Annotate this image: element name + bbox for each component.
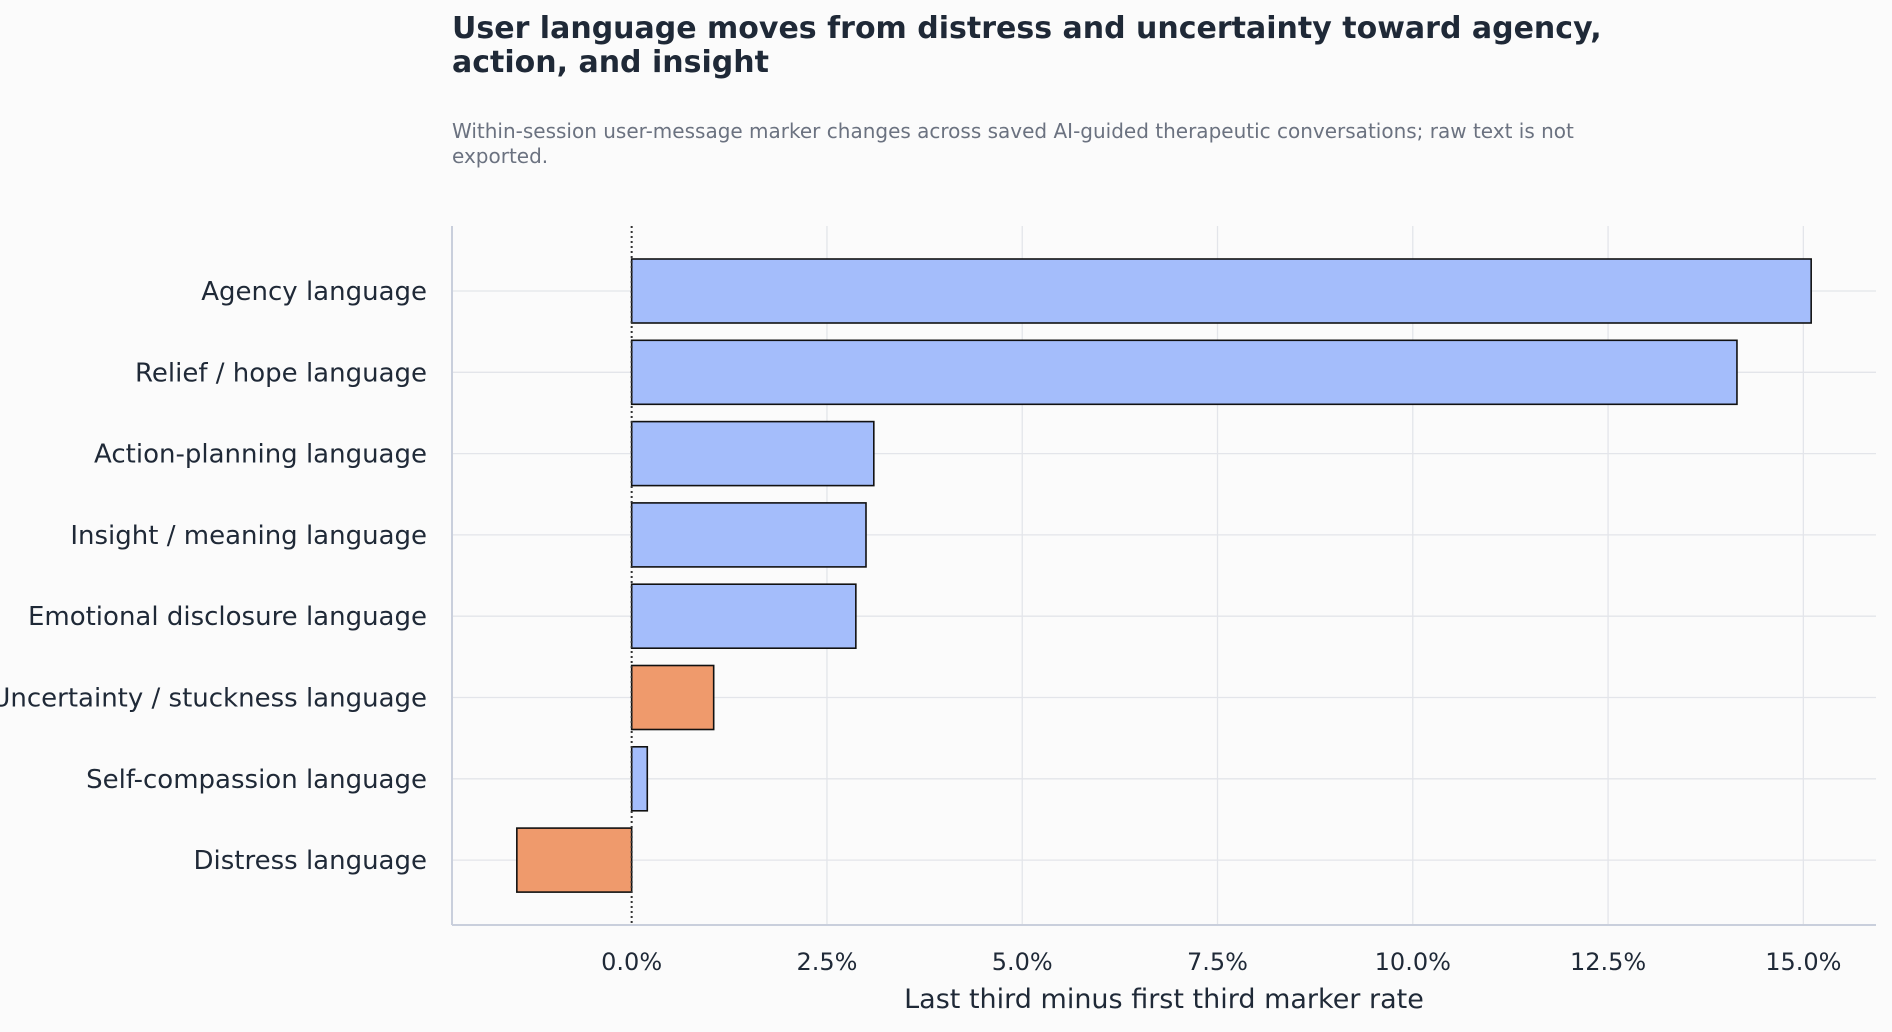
bar bbox=[630, 745, 649, 812]
x-tick-label: 0.0% bbox=[601, 948, 662, 976]
category-label: Agency language bbox=[201, 277, 427, 307]
category-label: Distress language bbox=[193, 846, 427, 876]
chart-subtitle: Within-session user-message marker chang… bbox=[452, 119, 1574, 168]
bar bbox=[630, 502, 867, 568]
bar bbox=[630, 339, 1738, 406]
chart-title: User language moves from distress and un… bbox=[452, 11, 1602, 80]
category-label: Self-compassion language bbox=[86, 765, 427, 795]
category-label: Emotional disclosure language bbox=[28, 602, 427, 632]
bar bbox=[630, 664, 715, 731]
x-tick-label: 7.5% bbox=[1187, 948, 1248, 976]
x-tick-label: 15.0% bbox=[1765, 948, 1841, 976]
x-tick-label: 12.5% bbox=[1570, 948, 1646, 976]
category-label: Insight / meaning language bbox=[70, 521, 427, 551]
bar bbox=[630, 258, 1812, 324]
bar bbox=[516, 827, 633, 893]
category-label: Action-planning language bbox=[94, 440, 427, 470]
bar bbox=[630, 583, 857, 650]
x-tick-label: 10.0% bbox=[1375, 948, 1451, 976]
x-axis-title: Last third minus first third marker rate bbox=[904, 984, 1424, 1015]
x-tick-label: 2.5% bbox=[796, 948, 857, 976]
x-tick-label: 5.0% bbox=[992, 948, 1053, 976]
category-label: Uncertainty / stuckness language bbox=[0, 684, 427, 714]
category-label: Relief / hope language bbox=[135, 358, 427, 388]
bar bbox=[630, 420, 875, 487]
